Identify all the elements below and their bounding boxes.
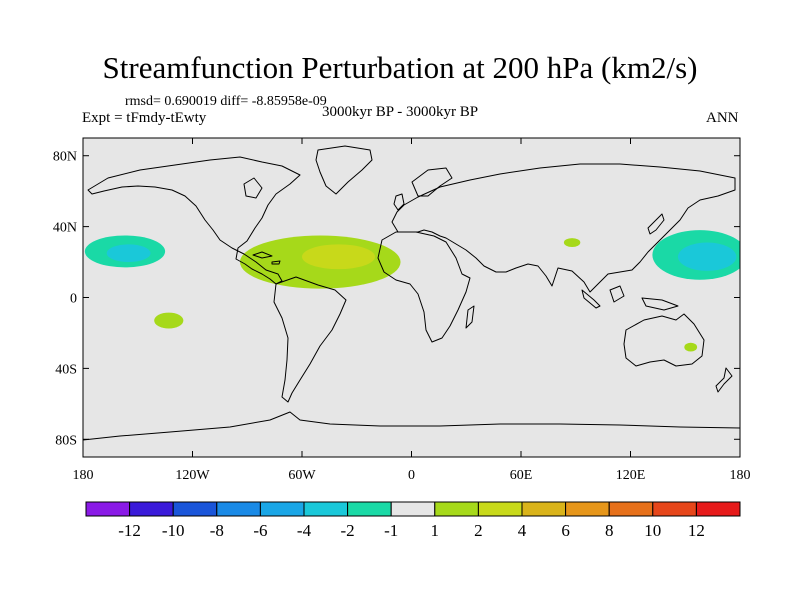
coastline-sumatra <box>581 289 601 309</box>
coastline-new-zealand <box>715 367 733 393</box>
lat-tick-label: 40N <box>53 221 77 236</box>
period-label: 3000kyr BP - 3000kyr BP <box>322 104 479 120</box>
anomaly-australia-positive <box>684 342 698 352</box>
season-label: ANN <box>706 110 739 126</box>
lon-tick-label: 180 <box>73 468 94 483</box>
colorbar-swatch <box>521 501 567 517</box>
coastline-new-guinea <box>641 297 679 311</box>
colorbar-swatch <box>695 501 741 517</box>
colorbar-swatch <box>172 501 218 517</box>
coastline-north-america <box>87 156 301 285</box>
colorbar-label: 10 <box>644 521 661 540</box>
coastline-cuba <box>252 251 273 259</box>
colorbar-label: 4 <box>518 521 527 540</box>
colorbar-label: 1 <box>431 521 440 540</box>
map-background <box>83 138 740 457</box>
colorbar-label: -10 <box>162 521 185 540</box>
coastline-africa <box>377 231 471 343</box>
colorbar-label: -4 <box>297 521 312 540</box>
colorbar-swatch <box>434 501 479 517</box>
colorbar-label: -6 <box>253 521 267 540</box>
anomaly-west-pacific-negative-core <box>677 242 737 271</box>
coastline-eurasia <box>391 163 736 293</box>
lon-tick-label: 0 <box>408 468 415 483</box>
coastline-hudson-bay <box>243 177 263 199</box>
colorbar-label: 2 <box>474 521 483 540</box>
colorbar-swatch <box>477 501 523 517</box>
lon-tick-label: 120W <box>175 468 210 483</box>
colorbar-label: 6 <box>561 521 570 540</box>
colorbar-swatch <box>608 501 654 517</box>
colorbar-label: -12 <box>118 521 141 540</box>
lat-tick-label: 0 <box>70 292 77 307</box>
plot-title: Streamfunction Perturbation at 200 hPa (… <box>102 50 698 85</box>
coastline-antarctica <box>83 411 740 441</box>
lon-tick-label: 60W <box>288 468 316 483</box>
lat-tick-label: 40S <box>55 362 77 377</box>
anomaly-atlantic-positive-core <box>302 244 375 270</box>
experiment-label: Expt = tFmdy-tEwty <box>82 110 207 126</box>
lon-tick-label: 120E <box>616 468 646 483</box>
lon-tick-label: 180 <box>730 468 751 483</box>
lat-tick-label: 80S <box>55 433 77 448</box>
coastline-japan <box>647 213 665 235</box>
colorbar-swatch <box>85 501 131 517</box>
anomaly-india-positive <box>563 238 581 247</box>
coastline-madagascar <box>465 305 475 329</box>
colorbar-swatch <box>347 501 392 517</box>
coastline-hispaniola <box>271 260 281 265</box>
colorbar-swatch <box>259 501 305 517</box>
lat-tick-label: 80N <box>53 150 77 165</box>
colorbar: -12 -10 -8 -6 -4 -2 -1 1 2 4 6 8 10 12 <box>85 501 741 540</box>
colorbar-swatch <box>129 501 174 517</box>
colorbar-label: -1 <box>384 521 398 540</box>
axis-ticks: 180 120W 60W 0 60E 120E 180 80N 40N 0 40S 80S <box>53 138 751 483</box>
colorbar-label: -2 <box>341 521 355 540</box>
anomaly-south-pacific-positive <box>154 312 184 329</box>
anomaly-central-pacific-negative-core <box>106 244 151 263</box>
colorbar-label: 12 <box>688 521 705 540</box>
coastline-borneo <box>609 285 625 303</box>
coastline-australia <box>623 313 705 367</box>
colorbar-swatch <box>216 501 261 517</box>
colorbar-label: 8 <box>605 521 614 540</box>
colorbar-swatch <box>390 501 436 517</box>
colorbar-swatch <box>303 501 349 517</box>
coastline-scandinavia <box>411 167 453 197</box>
coastlines <box>83 145 740 441</box>
rmsd-diff-stats: rmsd= 0.690019 diff= -8.85958e-09 <box>125 94 327 109</box>
coastline-south-america <box>273 276 347 403</box>
colorbar-swatch <box>565 501 610 517</box>
colorbar-label: -8 <box>210 521 224 540</box>
anomaly-layer <box>84 230 740 352</box>
coastline-greenland <box>315 145 373 195</box>
coastline-british-isles <box>393 193 405 211</box>
colorbar-swatch <box>652 501 697 517</box>
lon-tick-label: 60E <box>510 468 533 483</box>
